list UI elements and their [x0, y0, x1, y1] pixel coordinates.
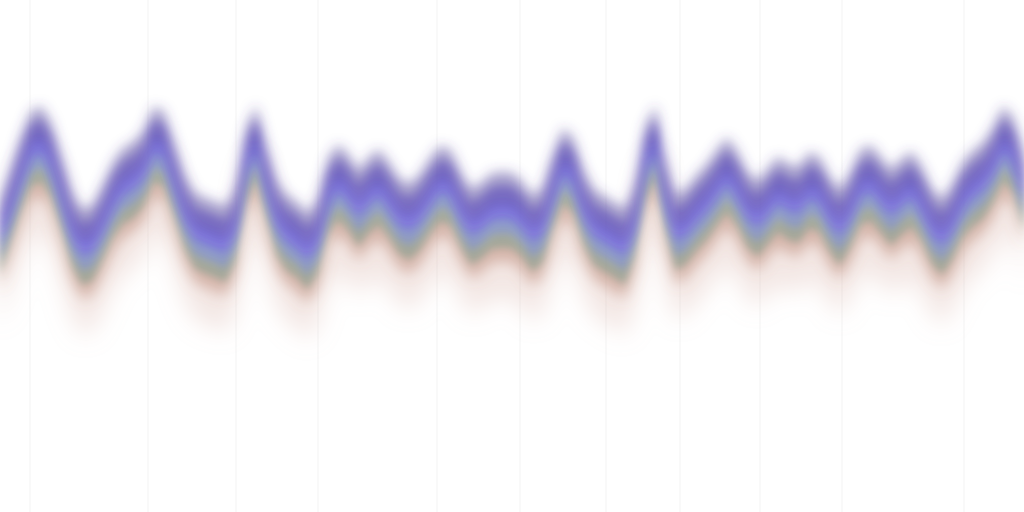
chart-series-group	[0, 105, 1024, 341]
series-band-0	[0, 105, 1024, 248]
